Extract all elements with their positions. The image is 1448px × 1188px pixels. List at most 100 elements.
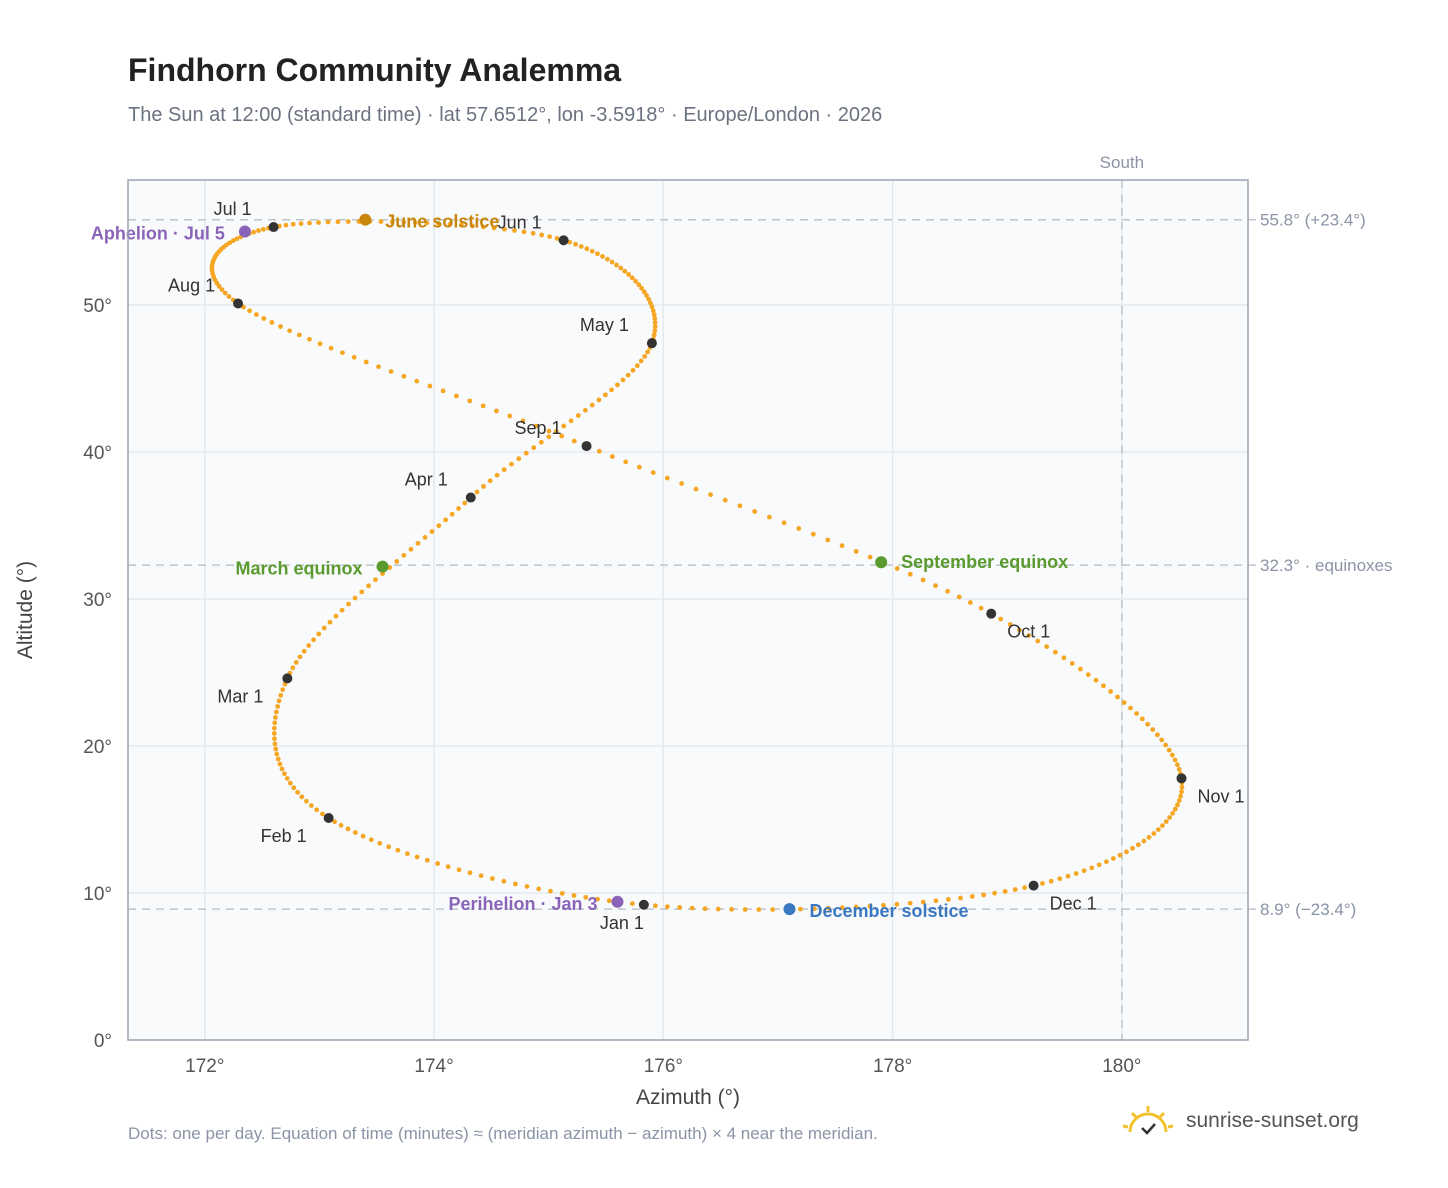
daily-dot [352,830,358,835]
daily-dot [436,523,442,529]
daily-dot [363,359,369,365]
daily-dot [275,756,281,762]
month-label: May 1 [580,315,629,335]
analemma-daily-dots [209,219,1185,912]
daily-dot [1093,677,1099,683]
daily-dot [388,369,394,374]
axis-ticks: 172° 174° 176° 178° 180° 0° 10° 20° 30° 40° 50° [83,296,1141,1077]
daily-dot [630,367,636,373]
daily-dot [796,526,802,531]
daily-dot [272,741,278,747]
daily-dot [614,262,619,268]
daily-dot [422,534,428,540]
daily-dot [1057,876,1063,882]
daily-dot [742,907,748,912]
daily-dot [436,221,441,226]
daily-dot [548,888,553,894]
daily-dot [339,607,345,613]
daily-dot [316,631,322,637]
daily-dot [602,392,608,398]
event-marker [376,560,389,573]
daily-dot [609,387,614,393]
daily-dot [273,715,278,720]
event-label: March equinox [235,559,362,579]
daily-dot [945,588,950,594]
daily-dot [389,219,395,225]
daily-dot [553,429,559,434]
daily-dot [992,890,998,896]
daily-dot [226,294,232,299]
daily-dot [314,807,320,813]
daily-dot [478,873,484,879]
daily-dot [247,308,252,314]
daily-dot [301,648,307,654]
daily-dot [1176,798,1182,803]
daily-dot [296,332,302,338]
month-label: Dec 1 [1050,894,1097,914]
daily-dot [494,408,499,414]
event-marker [238,225,251,238]
month-marker [282,673,293,684]
daily-dot [1134,711,1139,716]
daily-dot [293,659,299,665]
daily-dot [1040,881,1045,886]
daily-dot [737,503,743,509]
daily-dot [981,892,987,898]
daily-dot [290,665,296,671]
daily-dot [538,439,544,445]
brand[interactable]: sunrise-sunset.org [1120,1104,1359,1138]
daily-dot [487,478,493,484]
daily-dot [596,397,602,403]
daily-dot [474,489,480,495]
daily-dot [297,654,303,660]
daily-dot [427,383,433,389]
daily-dot [978,605,984,611]
daily-dot [770,907,776,912]
daily-dot [1130,845,1135,851]
daily-dot [307,220,312,226]
daily-dot [1174,762,1180,768]
daily-dot [491,225,497,231]
daily-dot [253,312,259,317]
daily-dot [462,500,468,506]
x-tick-label: 172° [185,1056,224,1077]
daily-dot [345,219,351,224]
daily-dot [378,219,384,224]
daily-dot [1012,887,1018,892]
daily-dot [650,470,656,476]
month-label: Feb 1 [261,826,307,846]
daily-dot [1096,862,1102,868]
daily-dot [470,223,475,229]
daily-dot [531,445,537,451]
daily-dot [645,349,651,355]
month-marker [1176,773,1187,784]
plot-frame [127,179,1249,1041]
daily-dot [894,566,900,571]
daily-dot [584,246,590,252]
daily-dot [546,428,552,434]
daily-dot [317,341,323,347]
month-label: Nov 1 [1198,786,1245,806]
daily-dot [1150,727,1156,732]
daily-dot [440,388,446,394]
daily-dot [1169,752,1175,758]
daily-dot [1110,856,1116,861]
daily-dot [894,901,900,907]
daily-dot [273,709,279,715]
daily-dot [276,698,282,704]
daily-dot [1141,838,1147,844]
daily-dot [589,402,595,408]
daily-dot [321,625,327,631]
daily-dot [652,328,658,334]
daily-dot [1155,827,1161,833]
event-label: Aphelion · Jul 5 [91,223,225,243]
daily-dot [967,600,973,605]
plot-area [128,180,1248,1040]
daily-dot [366,583,371,589]
daily-dot [945,897,951,902]
daily-dot [524,884,530,889]
daily-dot [454,393,459,399]
daily-dot [615,382,620,388]
daily-dot [539,232,545,238]
daily-dot [320,811,325,817]
